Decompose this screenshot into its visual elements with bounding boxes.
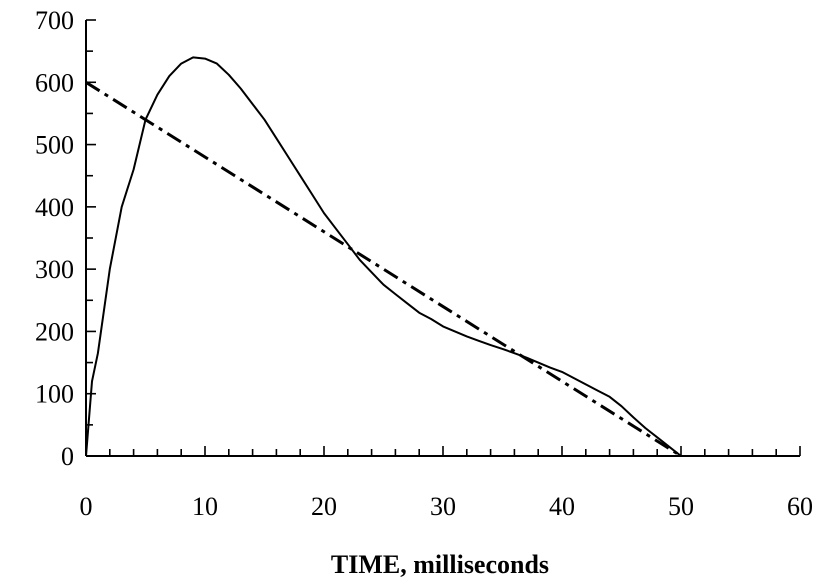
x-tick-label: 20 bbox=[311, 492, 337, 521]
y-tick-label: 300 bbox=[35, 255, 74, 284]
y-tick-label: 0 bbox=[61, 442, 74, 471]
x-axis-title: TIME, milliseconds bbox=[331, 550, 549, 579]
y-tick-label: 500 bbox=[35, 131, 74, 160]
x-tick-label: 50 bbox=[668, 492, 694, 521]
y-tick-label: 100 bbox=[35, 380, 74, 409]
series-line-dashed bbox=[85, 81, 682, 458]
y-tick-label: 600 bbox=[35, 68, 74, 97]
x-tick-label: 60 bbox=[787, 492, 813, 521]
axes bbox=[85, 20, 800, 457]
x-tick-label: 0 bbox=[80, 492, 93, 521]
y-tick-label: 700 bbox=[35, 6, 74, 35]
tick-labels: 0 100 200 300 400 500 600 700 0 10 20 30 40 50 60 bbox=[35, 6, 813, 521]
x-tick-label: 10 bbox=[192, 492, 218, 521]
x-tick-label: 40 bbox=[549, 492, 575, 521]
ticks bbox=[85, 19, 801, 457]
plot-lines bbox=[85, 56, 682, 458]
series-line-solid bbox=[85, 56, 682, 457]
y-tick-label: 200 bbox=[35, 317, 74, 346]
x-tick-label: 30 bbox=[430, 492, 456, 521]
y-tick-label: 400 bbox=[35, 193, 74, 222]
